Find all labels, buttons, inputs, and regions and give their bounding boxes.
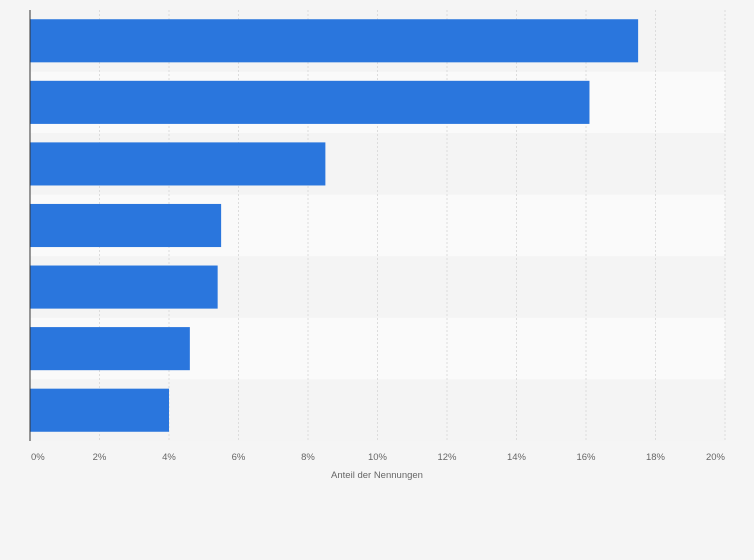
x-tick-label: 14% — [507, 452, 527, 463]
bar[interactable] — [30, 388, 169, 432]
x-tick-label: 0% — [31, 452, 45, 463]
x-tick-label: 12% — [437, 452, 457, 463]
x-tick-label: 8% — [301, 452, 315, 463]
x-tick-labels: 0% 2% 4% 6% 8% 10% 12% 14% 16% 18% 20% — [31, 452, 726, 463]
x-tick-label: 16% — [576, 452, 596, 463]
bar[interactable] — [30, 265, 218, 309]
bar[interactable] — [30, 142, 326, 186]
x-tick-label: 20% — [706, 452, 726, 463]
bar[interactable] — [30, 80, 590, 124]
x-tick-label: 6% — [232, 452, 246, 463]
bar[interactable] — [30, 327, 190, 371]
bar[interactable] — [30, 19, 639, 63]
x-axis-title: Anteil der Nennungen — [331, 470, 423, 481]
bars — [30, 19, 639, 432]
bar[interactable] — [30, 203, 222, 248]
x-tick-label: 18% — [646, 452, 666, 463]
x-tick-label: 2% — [93, 452, 107, 463]
x-tick-label: 10% — [368, 452, 388, 463]
x-tick-label: 4% — [162, 452, 176, 463]
